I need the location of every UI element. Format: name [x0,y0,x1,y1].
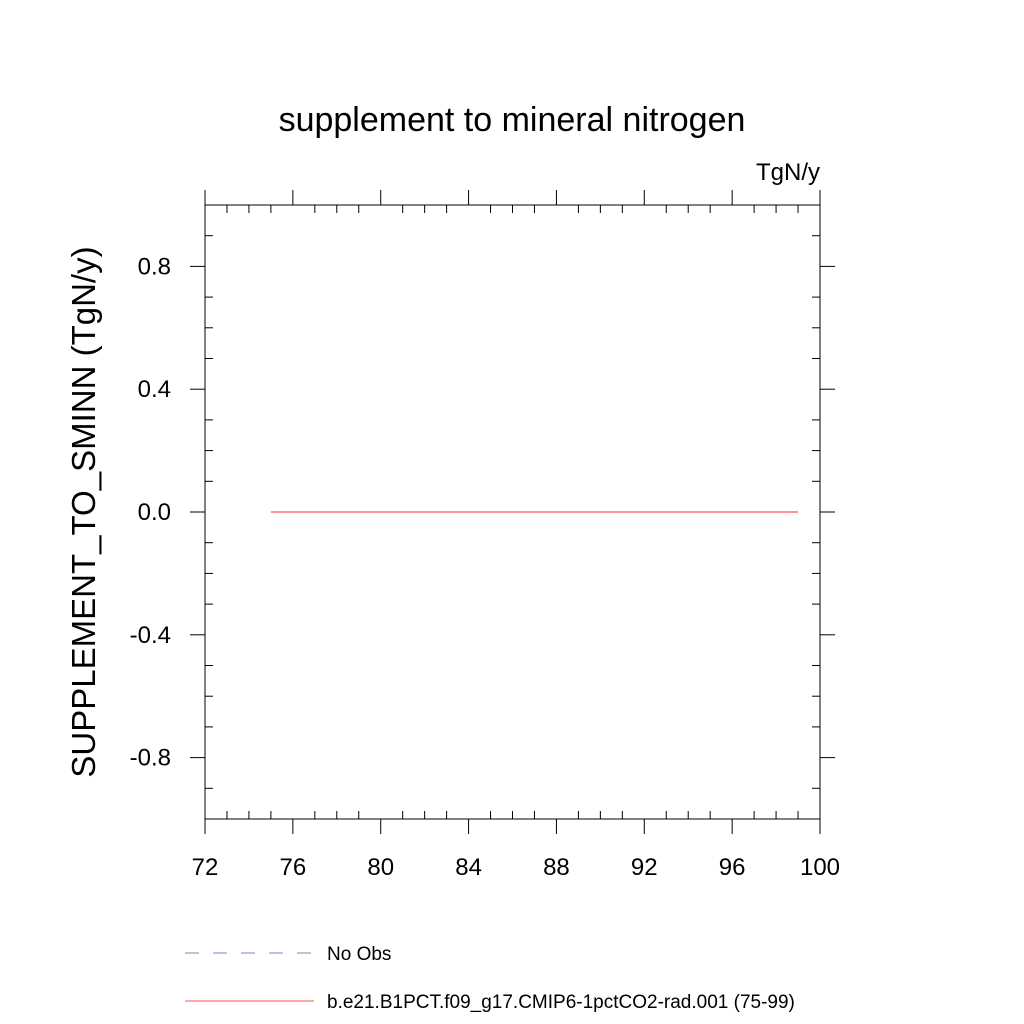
x-tick-label: 80 [367,854,394,881]
legend-label: No Obs [327,944,391,965]
units-label: TgN/y [756,159,820,186]
y-tick-label: 0.4 [138,376,171,403]
x-tick-label: 76 [280,854,307,881]
y-tick-label: 0.8 [138,253,171,280]
x-tick-label: 100 [800,854,840,881]
x-tick-label: 72 [192,854,219,881]
x-tick-label: 88 [543,854,570,881]
y-axis-label: SUPPLEMENT_TO_SMINN (TgN/y) [65,246,102,777]
y-tick-label: -0.8 [130,745,171,772]
y-tick-label: -0.4 [130,622,171,649]
chart-title: supplement to mineral nitrogen [279,101,746,139]
x-tick-label: 84 [455,854,482,881]
legend-label: b.e21.B1PCT.f09_g17.CMIP6-1pctCO2-rad.00… [327,992,795,1013]
legend: No Obs b.e21.B1PCT.f09_g17.CMIP6-1pctCO2-… [185,944,795,1013]
x-tick-label: 96 [719,854,746,881]
y-tick-label: 0.0 [138,499,171,526]
x-tick-label: 92 [631,854,658,881]
axis-ticks: 72 76 80 84 88 92 96 100 -0.8 -0.4 0.0 0.4 0.8 [130,190,840,881]
